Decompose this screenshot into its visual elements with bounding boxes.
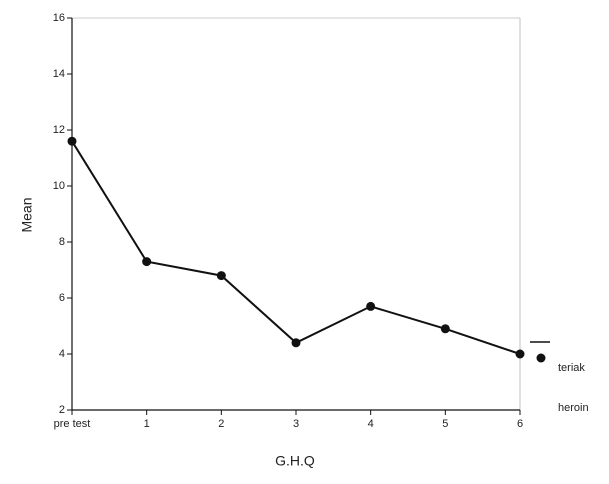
series-line — [71, 140, 521, 355]
y-tick-label: 10 — [53, 180, 65, 192]
point — [216, 271, 226, 281]
y-tick-label: 12 — [53, 124, 65, 136]
y-tick-label: 16 — [53, 12, 65, 24]
y-tick-label: 6 — [59, 292, 65, 304]
legend-label: teriak — [558, 362, 585, 374]
legend-marker — [536, 353, 546, 363]
point — [440, 324, 450, 334]
point — [67, 136, 77, 146]
legend-label: heroin — [558, 402, 589, 414]
x-tick-label: pre test — [54, 418, 91, 430]
x-tick-label: 4 — [368, 418, 374, 430]
x-axis-title: G.H.Q — [275, 453, 315, 469]
x-tick-label: 6 — [517, 418, 523, 430]
x-tick-label: 5 — [442, 418, 448, 430]
point — [366, 301, 376, 311]
y-tick-label: 8 — [59, 236, 65, 248]
x-tick-label: 2 — [218, 418, 224, 430]
y-tick-label: 4 — [59, 348, 65, 360]
x-tick-label: 3 — [293, 418, 299, 430]
point — [515, 349, 525, 359]
y-tick-label: 14 — [53, 68, 65, 80]
y-tick-label: 2 — [59, 404, 65, 416]
point — [291, 338, 301, 348]
y-axis-title: Mean — [19, 197, 35, 232]
x-tick-label: 1 — [144, 418, 150, 430]
point — [142, 257, 152, 267]
